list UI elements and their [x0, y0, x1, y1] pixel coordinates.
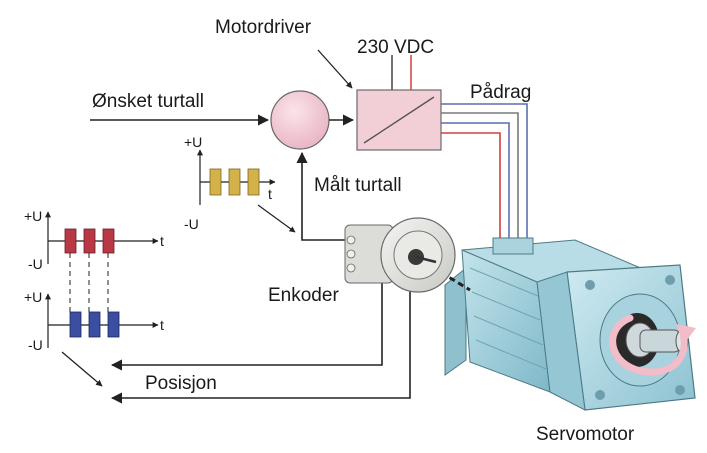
blue-plus-u: +U: [24, 289, 42, 305]
encoder-icon: [344, 217, 456, 293]
red-t: t: [160, 233, 164, 249]
red-minus-u: -U: [28, 256, 43, 272]
blue-t: t: [160, 317, 164, 333]
malt-turtall-label: Målt turtall: [314, 175, 402, 196]
tacho-pointer: [257, 204, 296, 233]
quadrature-pulse-graphs: [45, 211, 159, 387]
comparator: [270, 90, 330, 150]
tacho-minus-u: -U: [184, 216, 199, 232]
servomotor-icon: [444, 237, 696, 411]
comparator-icon: [270, 90, 330, 150]
rotation-arrow-icon: [609, 314, 688, 376]
tacho-plus-u: +U: [184, 134, 202, 150]
onsket-turtall-label: Ønsket turtall: [92, 91, 204, 112]
tacho-pulse-graph: [197, 149, 296, 233]
enkoder-label: Enkoder: [268, 285, 339, 306]
position-arrow-1: [110, 278, 383, 371]
tacho-t: t: [268, 186, 272, 202]
blue-minus-u: -U: [28, 337, 43, 353]
motordriver-label: Motordriver: [215, 17, 312, 38]
motor-driver: [356, 55, 442, 151]
position-arrow-2: [110, 282, 411, 404]
padrag-cables: [441, 103, 528, 245]
encoder-shaft: [423, 260, 471, 292]
padrag-label: Pådrag: [470, 82, 531, 103]
posisjon-label: Posisjon: [145, 373, 217, 394]
feedback-line: [296, 151, 352, 241]
red-plus-u: +U: [24, 208, 42, 224]
supply-voltage-label: 230 VDC: [357, 37, 434, 58]
pulse-pointer: [61, 351, 103, 387]
servomotor-label: Servomotor: [536, 424, 635, 445]
motordriver-pointer: [317, 49, 353, 89]
